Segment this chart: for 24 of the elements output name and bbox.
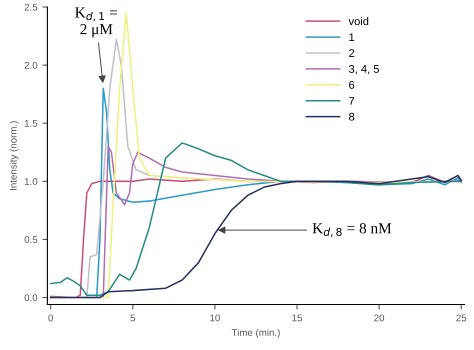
x-tick-label: 20 bbox=[374, 314, 384, 322]
legend-label: 7 bbox=[349, 96, 354, 105]
annotation: K$_{d,8}$ = 8 nM bbox=[312, 223, 392, 238]
y-axis-title: Intensity (norm.) bbox=[10, 121, 19, 190]
x-tick-label: 0 bbox=[48, 314, 54, 322]
y-tick-label: 2.5 bbox=[24, 4, 38, 11]
legend-label: void bbox=[348, 17, 368, 26]
y-tick-label: 0.5 bbox=[24, 236, 38, 244]
x-tick-label: 5 bbox=[130, 314, 136, 322]
x-tick-label: 15 bbox=[292, 314, 302, 322]
legend-label: 1 bbox=[349, 33, 354, 41]
y-tick-label: 1.0 bbox=[24, 178, 38, 185]
legend-label: 2 bbox=[349, 49, 354, 57]
line-series bbox=[50, 174, 462, 298]
y-tick-label: 1.5 bbox=[24, 120, 38, 127]
legend-label: 8 bbox=[349, 112, 354, 121]
y-tick-label: 0.0 bbox=[24, 294, 38, 302]
legend-label: 6 bbox=[349, 80, 354, 89]
x-tick-label: 10 bbox=[210, 314, 220, 322]
x-axis-title: Time (min.) bbox=[232, 328, 280, 338]
x-tick-label: 25 bbox=[456, 314, 466, 322]
annotation: K$_{d,1}$ = 2 μM bbox=[75, 8, 118, 38]
legend-label: 3, 4, 5 bbox=[348, 65, 379, 74]
y-tick-label: 2.0 bbox=[24, 62, 38, 69]
